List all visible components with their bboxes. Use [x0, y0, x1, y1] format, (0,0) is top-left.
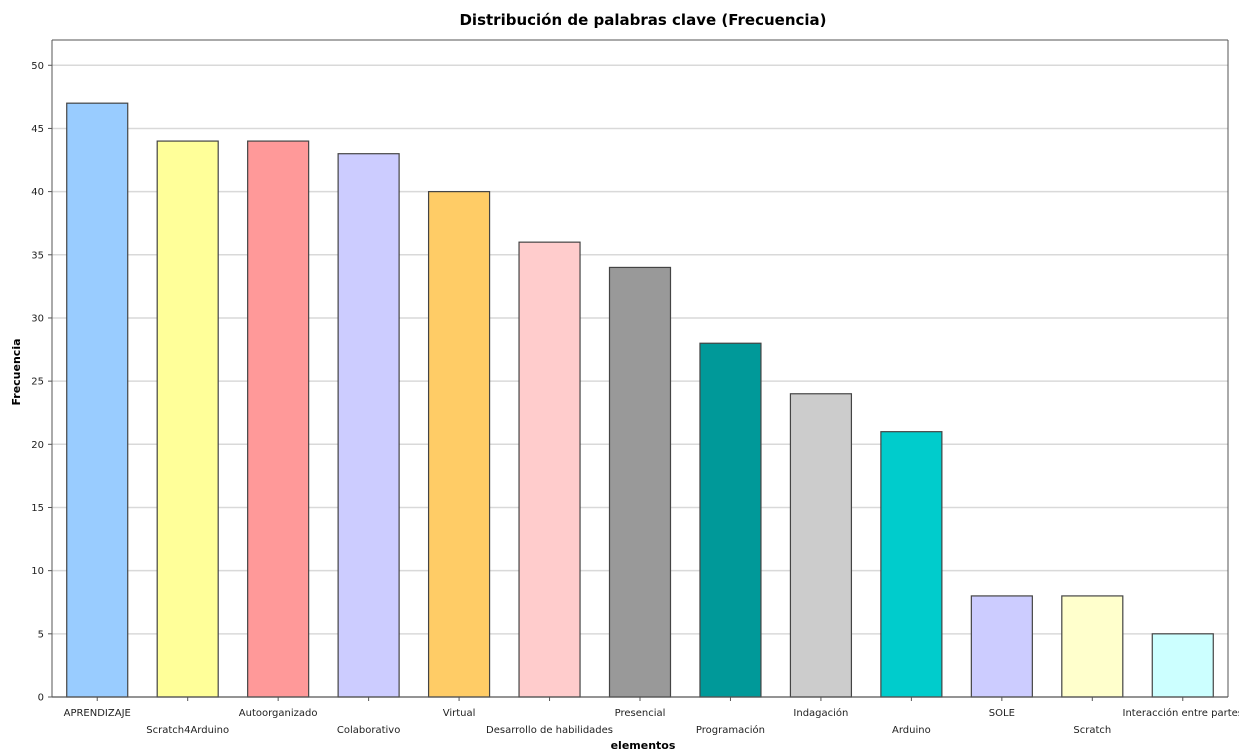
y-axis-ticks: 0 5 10 15 20 25 30 35 40 45 50 — [31, 61, 52, 704]
x-tick-label: Programación — [696, 724, 765, 736]
x-tick-label: Arduino — [892, 725, 931, 736]
x-tick-label: Desarrollo de habilidades — [486, 725, 613, 736]
y-tick-label: 35 — [31, 250, 44, 261]
x-tick-label: Interacción entre partes — [1123, 707, 1239, 719]
bars — [66, 102, 1214, 698]
y-tick-label: 45 — [31, 124, 44, 135]
bar — [970, 595, 1033, 698]
bar — [518, 241, 581, 698]
y-tick-label: 5 — [38, 629, 44, 640]
bar — [789, 393, 853, 698]
bar — [1151, 633, 1214, 698]
chart-title: Distribución de palabras clave (Frecuenc… — [459, 11, 826, 29]
x-axis-labels: APRENDIZAJE Scratch4Arduino Autoorganizado… — [64, 697, 1239, 736]
x-tick-label: APRENDIZAJE — [64, 708, 131, 719]
y-tick-label: 20 — [31, 440, 44, 451]
x-tick-label: Scratch — [1073, 725, 1111, 736]
bar — [156, 140, 219, 698]
x-tick-label: Colaborativo — [337, 725, 400, 736]
bar — [880, 431, 943, 698]
x-tick-label: Autoorganizado — [239, 708, 318, 719]
bar — [608, 266, 672, 698]
y-tick-label: 40 — [31, 187, 44, 198]
y-tick-label: 50 — [31, 61, 44, 72]
y-tick-label: 10 — [31, 566, 44, 577]
y-axis-title: Frecuencia — [10, 338, 23, 405]
bar — [247, 140, 310, 698]
y-tick-label: 15 — [31, 503, 44, 514]
bar — [427, 191, 491, 698]
x-tick-label: Indagación — [793, 707, 848, 719]
y-tick-label: 0 — [38, 693, 44, 704]
y-tick-label: 30 — [31, 313, 44, 324]
y-tick-label: 25 — [31, 377, 44, 388]
bar — [1061, 595, 1124, 698]
x-tick-label: Presencial — [615, 708, 666, 719]
x-tick-label: Scratch4Arduino — [146, 725, 229, 736]
bar — [337, 153, 400, 698]
bar — [699, 342, 762, 698]
x-tick-label: SOLE — [989, 708, 1015, 719]
x-tick-label: Virtual — [443, 708, 476, 719]
x-axis-title: elementos — [611, 739, 676, 752]
bar — [66, 102, 129, 698]
